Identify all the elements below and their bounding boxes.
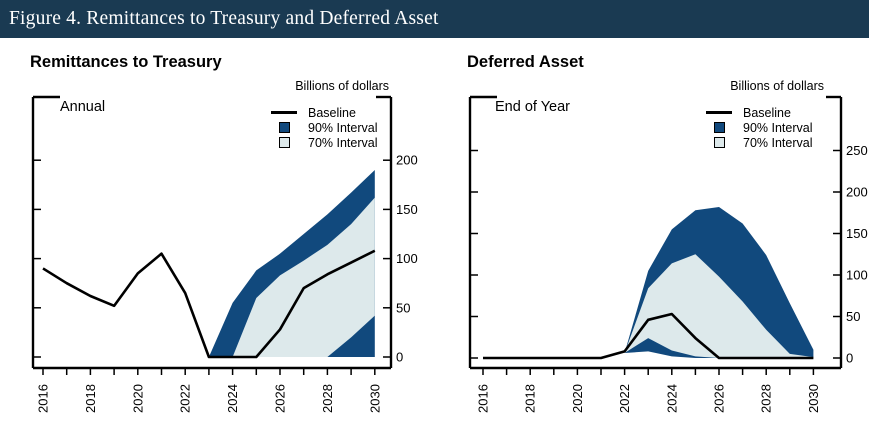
- band-70-swatch-icon: [713, 137, 725, 148]
- legend-item-baseline: Baseline: [260, 105, 377, 120]
- unit-label: Billions of dollars: [730, 79, 824, 93]
- band-70-interval: [232, 197, 375, 357]
- legend-label: 90% Interval: [743, 120, 813, 135]
- y-tick-label: 100: [846, 268, 868, 283]
- legend-label: 70% Interval: [308, 135, 378, 150]
- x-tick-label: 2018: [83, 384, 98, 413]
- legend-label: 90% Interval: [308, 120, 378, 135]
- unit-label: Billions of dollars: [295, 79, 389, 93]
- x-tick-label: 2016: [476, 384, 491, 413]
- deferred-asset-chart: 0 50 100 150 200 250 2016 2018 2020 2022 2024 2026 2…: [468, 95, 868, 413]
- figure-title: Figure 4. Remittances to Treasury and De…: [9, 8, 439, 29]
- x-tick-label: 2020: [130, 384, 145, 413]
- legend: Baseline 90% Interval 70% Interval: [260, 105, 377, 150]
- baseline-line: [483, 312, 814, 360]
- legend-item-70-interval: 70% Interval: [260, 135, 377, 150]
- x-tick-label: 2018: [523, 384, 538, 413]
- panel-deferred-asset: 0 50 100 150 200 250 2016 2018 2020 2022 2024 2026 2…: [435, 38, 869, 433]
- panel-title: Remittances to Treasury: [30, 53, 222, 71]
- x-tick-label: 2028: [320, 384, 335, 413]
- band-70-interval: [624, 254, 814, 358]
- y-tick-label: 200: [846, 185, 868, 200]
- panel-title: Deferred Asset: [467, 53, 584, 71]
- baseline-swatch-icon: [271, 111, 297, 114]
- figure-title-bar: Figure 4. Remittances to Treasury and De…: [0, 0, 869, 38]
- x-tick-label: 2022: [178, 384, 193, 413]
- legend-label: Baseline: [743, 105, 791, 120]
- y-tick-label: 0: [396, 350, 403, 365]
- y-tick-label: 150: [846, 226, 868, 241]
- band-70-swatch-icon: [278, 137, 290, 148]
- baseline-line: [42, 249, 376, 359]
- y-tick-label: 250: [846, 143, 868, 158]
- y-tick-label: 50: [396, 300, 410, 315]
- legend-label: 70% Interval: [743, 135, 813, 150]
- y-tick-label: 150: [396, 202, 418, 217]
- panel-remittances: 0 50 100 150 200 2016 2018 2020 2022 2024 2026 2028…: [0, 38, 434, 433]
- legend-item-90-interval: 90% Interval: [695, 120, 812, 135]
- frequency-label: End of Year: [495, 99, 570, 115]
- legend-item-90-interval: 90% Interval: [260, 120, 377, 135]
- x-tick-label: 2020: [570, 384, 585, 413]
- baseline-swatch-icon: [706, 111, 732, 114]
- y-tick-label: 50: [846, 309, 860, 324]
- x-tick-label: 2028: [759, 384, 774, 413]
- legend-item-baseline: Baseline: [695, 105, 812, 120]
- legend: Baseline 90% Interval 70% Interval: [695, 105, 812, 150]
- x-tick-label: 2024: [225, 384, 240, 413]
- legend-label: Baseline: [308, 105, 356, 120]
- x-tick-label: 2016: [36, 384, 51, 413]
- y-tick-label: 100: [396, 251, 418, 266]
- frequency-label: Annual: [60, 99, 106, 115]
- y-tick-label: 0: [846, 351, 853, 366]
- x-tick-label: 2022: [617, 384, 632, 413]
- x-tick-label: 2030: [806, 384, 821, 413]
- y-tick-label: 200: [396, 153, 418, 168]
- band-90-swatch-icon: [713, 122, 725, 133]
- x-tick-label: 2024: [664, 384, 679, 413]
- legend-item-70-interval: 70% Interval: [695, 135, 812, 150]
- x-tick-label: 2026: [712, 384, 727, 413]
- band-90-swatch-icon: [278, 122, 290, 133]
- remittances-chart: 0 50 100 150 200 2016 2018 2020 2022 2024 2026 2028…: [31, 95, 418, 413]
- x-tick-label: 2030: [367, 384, 382, 413]
- x-tick-label: 2026: [273, 384, 288, 413]
